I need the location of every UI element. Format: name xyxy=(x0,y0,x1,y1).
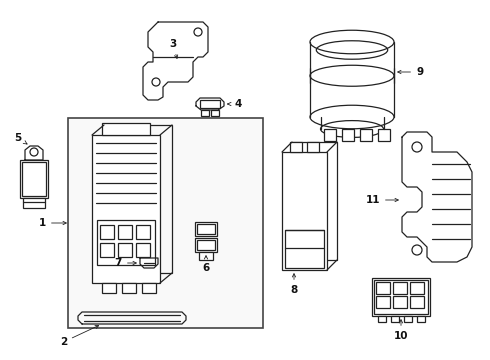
Text: 2: 2 xyxy=(60,325,98,347)
Text: 3: 3 xyxy=(170,39,178,58)
Bar xyxy=(22,162,46,196)
Text: 4: 4 xyxy=(228,99,242,109)
Bar xyxy=(410,296,424,308)
Text: 6: 6 xyxy=(202,256,210,273)
Bar xyxy=(92,135,160,283)
Bar xyxy=(197,224,215,234)
Bar xyxy=(417,316,425,322)
Bar xyxy=(118,225,132,239)
Bar xyxy=(290,142,302,152)
Bar xyxy=(142,283,156,293)
Bar xyxy=(376,296,390,308)
Bar xyxy=(100,225,114,239)
Bar xyxy=(393,282,407,294)
Bar xyxy=(342,129,354,141)
Text: 9: 9 xyxy=(398,67,423,77)
Bar xyxy=(20,160,48,198)
Bar xyxy=(285,230,324,268)
Bar xyxy=(118,243,132,257)
Bar xyxy=(102,283,116,293)
Bar xyxy=(393,296,407,308)
Bar xyxy=(324,129,336,141)
Text: 7: 7 xyxy=(115,258,136,268)
Bar xyxy=(136,243,150,257)
Bar xyxy=(68,118,263,328)
Bar xyxy=(378,129,390,141)
Bar xyxy=(201,110,209,116)
Bar xyxy=(410,282,424,294)
Bar xyxy=(195,238,217,252)
Bar xyxy=(376,282,390,294)
Bar xyxy=(195,222,217,236)
Text: 5: 5 xyxy=(14,133,27,144)
Bar xyxy=(23,198,45,208)
Text: 10: 10 xyxy=(394,320,408,341)
Bar xyxy=(391,316,399,322)
Bar xyxy=(102,123,150,135)
Text: 11: 11 xyxy=(366,195,398,205)
Bar xyxy=(211,110,219,116)
Text: 8: 8 xyxy=(291,274,297,295)
Bar xyxy=(200,100,220,108)
Bar xyxy=(199,252,213,260)
Bar xyxy=(372,278,430,316)
Bar xyxy=(197,240,215,250)
Bar xyxy=(97,220,155,265)
Bar xyxy=(374,280,428,314)
Bar xyxy=(292,142,337,260)
Bar xyxy=(122,283,136,293)
Bar xyxy=(378,316,386,322)
Bar xyxy=(307,142,319,152)
Bar xyxy=(404,316,412,322)
Bar xyxy=(100,243,114,257)
Bar xyxy=(136,225,150,239)
Bar xyxy=(104,125,172,273)
Bar xyxy=(360,129,372,141)
Bar xyxy=(282,152,327,270)
Text: 1: 1 xyxy=(39,218,66,228)
